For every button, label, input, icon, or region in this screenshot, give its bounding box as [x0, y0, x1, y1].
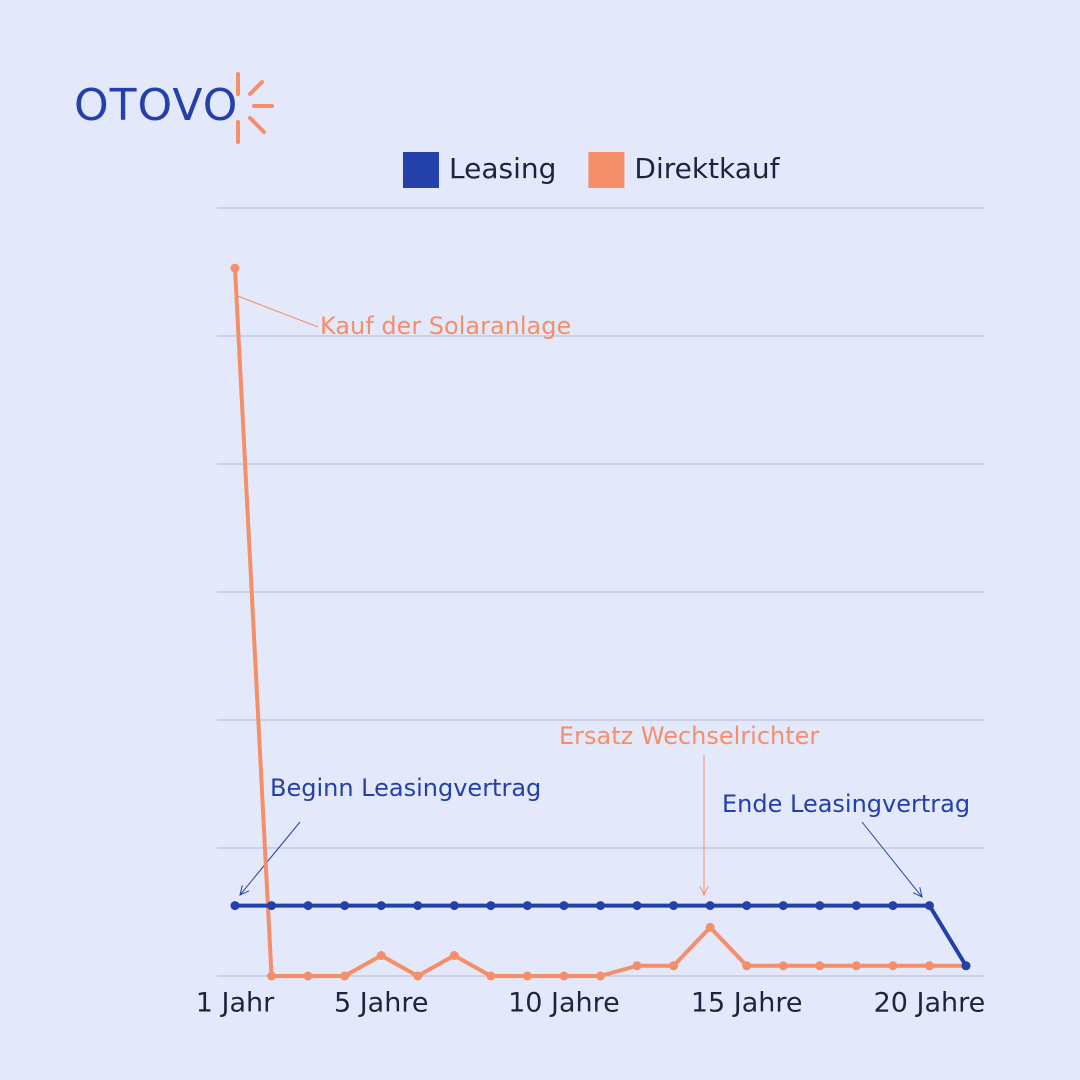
data-point: [303, 901, 313, 911]
data-point: [522, 971, 532, 981]
data-point: [632, 961, 642, 971]
annotation: Ende Leasingvertrag: [722, 790, 970, 818]
annotation-line: [234, 294, 319, 328]
annotation-line: [861, 821, 923, 898]
data-point: [413, 901, 423, 911]
data-point: [230, 263, 240, 273]
data-point: [559, 901, 569, 911]
annotation-arrowhead: [912, 887, 923, 898]
data-point: [486, 971, 496, 981]
data-point: [376, 901, 386, 911]
data-point: [267, 901, 277, 911]
data-point: [559, 971, 569, 981]
data-point: [449, 901, 459, 911]
data-point: [267, 971, 277, 981]
data-point: [632, 901, 642, 911]
x-tick-label: 5 Jahre: [334, 988, 429, 1019]
x-tick-label: 1 Jahr: [196, 988, 275, 1019]
annotation-arrowhead: [239, 885, 250, 896]
data-point: [303, 971, 313, 981]
data-point: [669, 901, 679, 911]
data-point: [924, 961, 934, 971]
data-point: [486, 901, 496, 911]
x-tick-label: 10 Jahre: [508, 988, 620, 1019]
data-point: [705, 922, 715, 932]
data-point: [413, 971, 423, 981]
annotation-arrowhead: [699, 885, 709, 897]
annotation: Beginn Leasingvertrag: [270, 774, 541, 802]
data-point: [449, 951, 459, 961]
data-point: [815, 961, 825, 971]
legend-swatch: [588, 152, 625, 188]
data-point: [596, 971, 605, 981]
data-point: [669, 961, 679, 971]
data-point: [888, 961, 898, 971]
x-tick-label: 20 Jahre: [874, 988, 986, 1019]
data-point: [778, 901, 788, 911]
data-point: [851, 901, 861, 911]
annotation: Ersatz Wechselrichter: [559, 722, 819, 750]
legend-label: Direktkauf: [634, 152, 780, 185]
data-point: [815, 901, 825, 911]
data-point: [596, 901, 605, 911]
data-point: [742, 901, 752, 911]
data-point: [230, 901, 240, 911]
data-point: [340, 901, 350, 911]
data-point: [522, 901, 532, 911]
data-point: [924, 901, 934, 911]
data-point: [778, 961, 788, 971]
data-point: [376, 951, 386, 961]
annotation-line: [239, 821, 301, 896]
data-point: [961, 961, 971, 971]
data-point: [705, 901, 715, 911]
legend-swatch: [403, 152, 439, 188]
logo: OTOVO: [74, 80, 238, 131]
data-point: [742, 961, 752, 971]
data-point: [851, 961, 861, 971]
legend-label: Leasing: [449, 152, 556, 185]
logo-sun: [236, 72, 274, 144]
data-point: [340, 971, 350, 981]
x-tick-label: 15 Jahre: [691, 988, 803, 1019]
data-point: [888, 901, 898, 911]
annotation: Kauf der Solaranlage: [320, 312, 571, 340]
